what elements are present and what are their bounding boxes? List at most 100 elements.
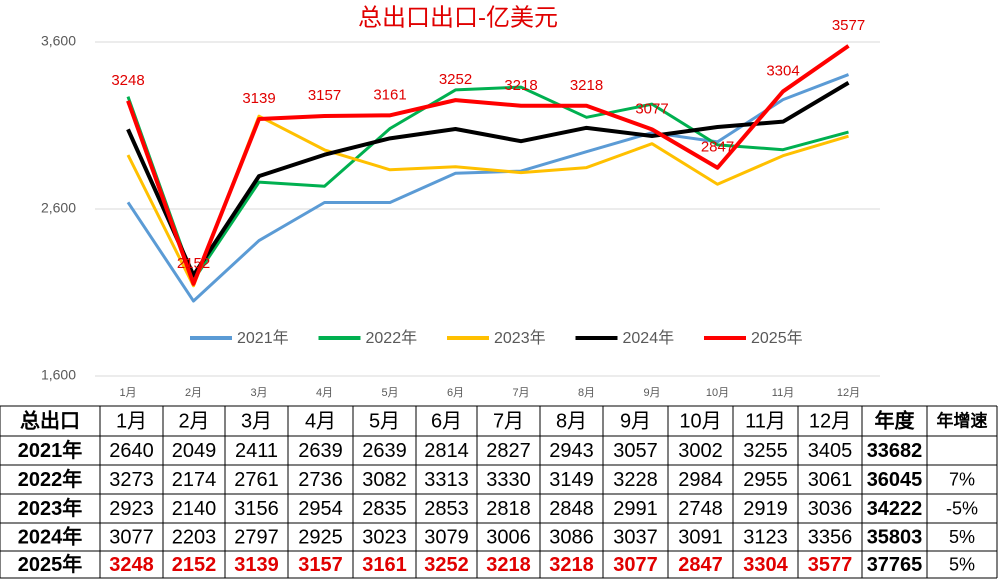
table-cell: 2848 xyxy=(549,498,594,520)
legend-label: 2023年 xyxy=(494,329,546,347)
table-cell: 2919 xyxy=(743,498,788,520)
table-cell: 2984 xyxy=(678,469,723,491)
x-tick-label: 5月 xyxy=(381,387,398,399)
x-tick-label: 1月 xyxy=(119,387,136,399)
table-header: 年度 xyxy=(875,408,916,432)
x-tick-label: 9月 xyxy=(643,387,660,399)
table-cell: 5% xyxy=(949,554,975,574)
table-cell: 7% xyxy=(949,469,975,489)
y-tick-label: 2,600 xyxy=(41,200,76,216)
table-cell: 2639 xyxy=(362,440,407,462)
table-header: 年增速 xyxy=(937,410,988,430)
table-header: 5月 xyxy=(369,410,400,432)
table-cell: 3252 xyxy=(424,554,469,576)
table-cell: 3057 xyxy=(613,440,658,462)
table-cell: 2814 xyxy=(424,440,469,462)
data-label: 3218 xyxy=(504,77,537,94)
table-header: 总出口 xyxy=(20,408,80,432)
table-cell: 3002 xyxy=(678,440,723,462)
x-tick-label: 4月 xyxy=(316,387,333,399)
table-cell: 3577 xyxy=(808,554,853,576)
table-header: 2月 xyxy=(178,410,209,432)
table-cell: 2954 xyxy=(298,498,343,520)
table-header: 8月 xyxy=(556,410,587,432)
data-label: 3577 xyxy=(832,17,865,34)
data-label: 3139 xyxy=(242,90,275,107)
table-cell: 3006 xyxy=(486,526,531,548)
table-cell: 2797 xyxy=(234,526,279,548)
x-tick-label: 11月 xyxy=(772,387,794,399)
table-header: 7月 xyxy=(493,410,524,432)
table-cell: 2411 xyxy=(235,440,278,462)
table-cell: 3255 xyxy=(743,440,788,462)
data-label: 2152 xyxy=(177,255,210,272)
table-cell: 3123 xyxy=(743,526,788,548)
table-cell: 3077 xyxy=(109,526,154,548)
table-header: 11月 xyxy=(745,410,786,432)
table-cell: 34222 xyxy=(867,498,923,520)
data-label: 3304 xyxy=(766,62,799,79)
chart-title: 总出口出口-亿美元 xyxy=(358,4,558,31)
series-line xyxy=(126,81,850,278)
row-label: 2025年 xyxy=(18,552,83,576)
table-cell: 2049 xyxy=(172,440,217,462)
table-cell: 3077 xyxy=(613,554,658,576)
table-header: 4月 xyxy=(305,410,336,432)
table-cell: 2203 xyxy=(172,526,217,548)
row-label: 2021年 xyxy=(18,438,83,462)
table-cell: 3273 xyxy=(109,469,154,491)
legend-label: 2024年 xyxy=(623,329,675,347)
table-cell: 3086 xyxy=(549,526,594,548)
data-label: 3157 xyxy=(308,87,341,104)
x-tick-label: 7月 xyxy=(512,387,529,399)
table-cell: 2925 xyxy=(298,526,343,548)
table-cell: 2818 xyxy=(486,498,531,520)
table-cell: 2991 xyxy=(613,498,658,520)
series-line xyxy=(126,44,850,286)
table-cell: 2923 xyxy=(109,498,154,520)
table-cell: 3356 xyxy=(808,526,853,548)
table-cell: 3157 xyxy=(298,554,343,576)
table-cell: 3023 xyxy=(362,526,407,548)
table-cell: -5% xyxy=(946,498,978,518)
row-label: 2022年 xyxy=(18,467,83,491)
x-tick-label: 8月 xyxy=(578,387,595,399)
x-tick-label: 3月 xyxy=(250,387,267,399)
table-cell: 2761 xyxy=(234,469,279,491)
table-cell: 3149 xyxy=(549,469,594,491)
x-tick-label: 2月 xyxy=(185,387,202,399)
table-header: 12月 xyxy=(809,410,851,432)
table-cell: 2736 xyxy=(298,469,343,491)
table-cell: 3304 xyxy=(743,554,788,576)
table-cell: 3079 xyxy=(424,526,469,548)
table-cell: 3061 xyxy=(808,469,853,491)
data-label: 3077 xyxy=(635,100,668,117)
table-cell: 3091 xyxy=(678,526,723,548)
data-label: 3161 xyxy=(373,86,406,103)
table-cell: 3139 xyxy=(234,554,279,576)
data-label: 2847 xyxy=(701,139,734,156)
table-cell: 5% xyxy=(949,527,975,547)
table-cell: 3405 xyxy=(808,440,853,462)
x-tick-label: 6月 xyxy=(447,387,464,399)
table-cell: 2835 xyxy=(362,498,407,520)
legend-label: 2025年 xyxy=(751,329,803,347)
row-label: 2024年 xyxy=(18,524,83,548)
table-cell: 33682 xyxy=(867,440,923,462)
table-cell: 36045 xyxy=(867,469,923,491)
table-cell: 3161 xyxy=(362,554,407,576)
legend-label: 2022年 xyxy=(366,329,418,347)
table-cell: 3330 xyxy=(486,469,531,491)
table-cell: 2943 xyxy=(549,440,594,462)
table-cell: 3218 xyxy=(549,554,594,576)
table-header: 10月 xyxy=(679,410,721,432)
series-line xyxy=(126,73,850,303)
legend-label: 2021年 xyxy=(237,329,289,347)
table-cell: 3218 xyxy=(486,554,531,576)
table-cell: 3228 xyxy=(613,469,658,491)
data-label: 3248 xyxy=(111,72,144,89)
row-label: 2023年 xyxy=(18,496,83,520)
table-header: 1月 xyxy=(116,410,147,432)
table-cell: 2955 xyxy=(743,469,788,491)
